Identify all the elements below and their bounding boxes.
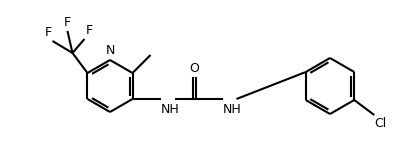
Text: Cl: Cl — [374, 117, 386, 130]
Text: N: N — [105, 44, 115, 57]
Text: F: F — [86, 24, 93, 37]
Text: F: F — [44, 26, 52, 39]
Text: NH: NH — [222, 103, 241, 116]
Text: NH: NH — [160, 103, 179, 116]
Text: O: O — [189, 62, 199, 75]
Text: F: F — [64, 16, 71, 29]
